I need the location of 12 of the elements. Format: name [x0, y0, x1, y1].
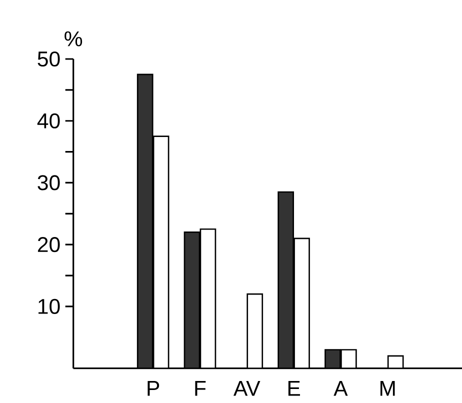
y-axis-title: % [64, 31, 82, 46]
x-tick-label: P [148, 381, 160, 396]
y-tick-label: 50 [38, 51, 60, 67]
x-tick-label: A [334, 381, 348, 396]
y-tick-label: 30 [38, 175, 60, 190]
x-tick-label: AV [233, 381, 260, 396]
y-tick-label: 10 [38, 298, 60, 314]
x-tick-label: F [195, 381, 206, 396]
x-tick-label: E [288, 381, 300, 396]
x-tick-label: M [380, 381, 395, 396]
y-tick-label: 40 [37, 113, 60, 128]
y-tick-label: 20 [38, 237, 60, 252]
